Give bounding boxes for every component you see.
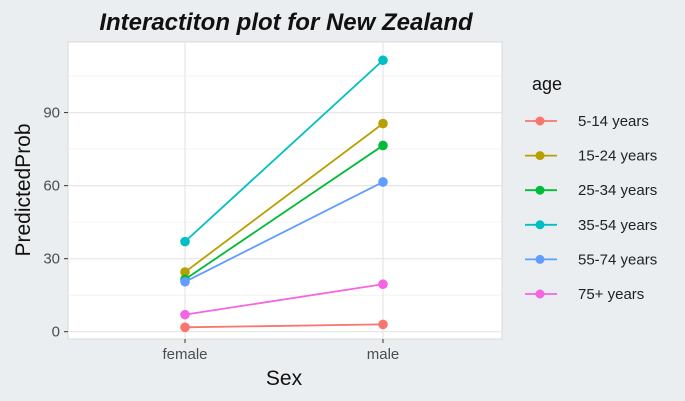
y-tick-label: 60	[43, 178, 60, 195]
y-tick-label: 30	[43, 251, 60, 268]
series-point	[180, 276, 190, 287]
x-tick-label: male	[367, 346, 400, 363]
series-layer	[180, 55, 388, 333]
y-tick-label: 90	[43, 105, 60, 122]
plot-panel	[67, 41, 503, 340]
legend-label: 35-54 years	[578, 217, 657, 234]
legend-title: age	[532, 74, 562, 94]
legend-key-point	[535, 185, 545, 195]
series-point	[378, 177, 388, 187]
legend-label: 25-34 years	[578, 182, 657, 199]
x-axis-title: Sex	[266, 367, 303, 390]
legend-label: 55-74 years	[578, 251, 657, 268]
series-line	[184, 122, 384, 273]
legend-item: 25-34 years	[525, 182, 657, 199]
chart-title: Interactiton plot for New Zealand	[99, 9, 474, 36]
y-tick-label: 0	[52, 324, 60, 341]
legend-key-point	[535, 289, 545, 299]
series-line	[184, 144, 384, 281]
series-line	[184, 283, 384, 316]
legend-key-point	[535, 220, 545, 230]
legend-items: 5-14 years 15-24 years 25-34 years 35-54 ye…	[525, 113, 657, 303]
x-tick-label: female	[162, 346, 207, 363]
series-point	[378, 319, 388, 330]
legend-key-point	[535, 151, 545, 161]
legend-item: 55-74 years	[525, 251, 657, 268]
legend-key-point	[535, 254, 545, 264]
y-axis-ticks: 0 30 60 90	[43, 105, 68, 341]
series-point	[378, 55, 388, 66]
y-axis-title: PredictedProb	[12, 123, 35, 256]
series-line	[184, 181, 384, 283]
legend-item: 35-54 years	[525, 217, 657, 234]
x-axis-ticks: female male	[162, 339, 399, 363]
series-point	[180, 322, 190, 333]
legend-item: 75+ years	[525, 286, 644, 303]
major-gridlines	[68, 42, 502, 339]
legend-key-point	[535, 116, 545, 126]
legend: age 5-14 years 15-24 years 25-34 years 35-5…	[525, 74, 657, 303]
legend-item: 15-24 years	[525, 148, 657, 165]
legend-label: 5-14 years	[578, 113, 649, 130]
series-point	[180, 236, 190, 247]
series-line	[184, 323, 384, 329]
series-point	[378, 140, 388, 151]
legend-label: 15-24 years	[578, 148, 657, 165]
series-point	[378, 118, 388, 129]
legend-label: 75+ years	[578, 286, 644, 303]
series-point	[180, 267, 190, 277]
series-line	[184, 59, 384, 243]
legend-item: 5-14 years	[525, 113, 649, 130]
series-point	[378, 279, 388, 290]
series-point	[180, 309, 190, 320]
